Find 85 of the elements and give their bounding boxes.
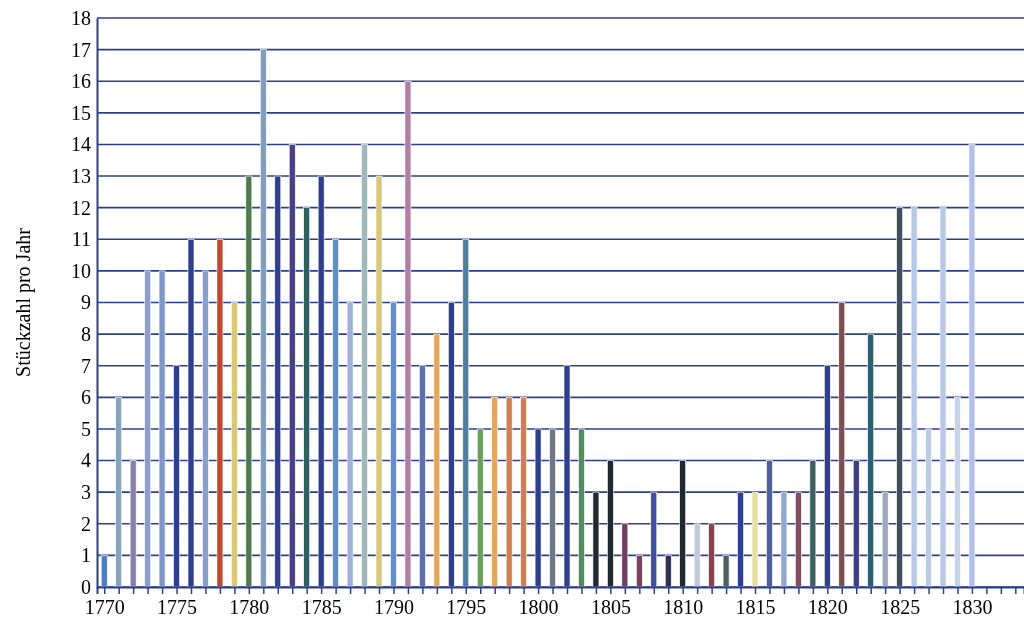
x-tick-label: 1785 bbox=[301, 596, 342, 619]
bar bbox=[231, 302, 238, 588]
y-tick-label: 4 bbox=[81, 449, 91, 472]
bar bbox=[144, 270, 151, 588]
bar bbox=[722, 555, 730, 588]
bar bbox=[419, 365, 426, 588]
bar bbox=[158, 270, 166, 588]
bar bbox=[491, 397, 498, 588]
y-tick-label: 5 bbox=[81, 417, 91, 440]
y-tick-label: 7 bbox=[81, 354, 91, 377]
y-tick-label: 11 bbox=[71, 228, 91, 251]
bar bbox=[954, 397, 961, 588]
bar bbox=[462, 238, 470, 588]
y-tick-label: 2 bbox=[81, 512, 91, 535]
bar bbox=[129, 460, 137, 588]
x-tick-label: 1825 bbox=[880, 596, 921, 619]
bar bbox=[404, 80, 412, 588]
bar bbox=[578, 428, 585, 588]
bar bbox=[751, 491, 759, 588]
bar bbox=[925, 428, 932, 588]
y-tick-label: 9 bbox=[81, 291, 91, 314]
bar bbox=[867, 333, 875, 588]
x-tick-label: 1830 bbox=[952, 596, 993, 619]
bar bbox=[896, 207, 903, 588]
y-tick-label: 16 bbox=[71, 70, 91, 93]
bar bbox=[115, 397, 122, 588]
x-tick-label: 1820 bbox=[807, 596, 848, 619]
y-tick-label: 3 bbox=[81, 481, 91, 504]
y-tick-label: 12 bbox=[71, 196, 91, 219]
y-tick-label: 0 bbox=[81, 575, 91, 598]
bar bbox=[100, 555, 108, 588]
x-tick-label: 1805 bbox=[590, 596, 631, 619]
bar bbox=[766, 460, 773, 588]
bar bbox=[260, 49, 267, 588]
y-tick-label: 14 bbox=[71, 133, 91, 156]
bar bbox=[332, 238, 339, 588]
y-tick-label: 6 bbox=[81, 386, 91, 409]
bar bbox=[708, 523, 715, 588]
bar bbox=[679, 460, 686, 588]
bar bbox=[636, 555, 643, 588]
bar bbox=[795, 491, 802, 588]
x-tick-label: 1780 bbox=[229, 596, 270, 619]
y-tick-label: 17 bbox=[71, 38, 91, 61]
x-tick-label: 1800 bbox=[518, 596, 559, 619]
bar bbox=[838, 302, 846, 588]
bar bbox=[202, 270, 209, 588]
bar bbox=[809, 460, 817, 588]
x-tick-label: 1790 bbox=[373, 596, 414, 619]
x-tick-label: 1770 bbox=[84, 596, 125, 619]
y-tick-label: 18 bbox=[71, 6, 91, 29]
bar bbox=[881, 491, 889, 588]
y-tick-label: 8 bbox=[81, 323, 91, 346]
y-axis-title: Stückzahl pro Jahr bbox=[12, 227, 35, 377]
bar bbox=[780, 491, 788, 588]
x-tick-label: 1795 bbox=[446, 596, 487, 619]
bar bbox=[968, 144, 976, 588]
bar bbox=[607, 460, 614, 588]
y-tick-label: 10 bbox=[71, 259, 91, 282]
bar bbox=[549, 428, 556, 588]
x-tick-label: 1815 bbox=[735, 596, 776, 619]
x-tick-label: 1775 bbox=[157, 596, 198, 619]
bar bbox=[476, 428, 484, 588]
bar bbox=[852, 460, 860, 588]
bar bbox=[361, 144, 368, 588]
bar bbox=[664, 555, 672, 588]
bar bbox=[505, 397, 513, 588]
y-tick-label: 15 bbox=[71, 101, 91, 124]
bar bbox=[621, 523, 629, 588]
y-tick-label: 13 bbox=[71, 164, 91, 187]
bar bbox=[303, 207, 310, 588]
bar bbox=[939, 207, 947, 588]
bar bbox=[650, 491, 658, 588]
x-tick-label: 1810 bbox=[663, 596, 704, 619]
bar bbox=[520, 397, 527, 588]
bar bbox=[433, 333, 441, 588]
bar bbox=[245, 175, 253, 588]
bar bbox=[216, 238, 224, 588]
bar bbox=[592, 491, 600, 588]
bar bbox=[288, 144, 296, 588]
bar bbox=[346, 302, 354, 588]
bar bbox=[693, 523, 701, 588]
bar bbox=[910, 207, 918, 588]
bar bbox=[375, 175, 383, 588]
bar bbox=[390, 302, 397, 588]
y-tick-label: 1 bbox=[81, 544, 91, 567]
